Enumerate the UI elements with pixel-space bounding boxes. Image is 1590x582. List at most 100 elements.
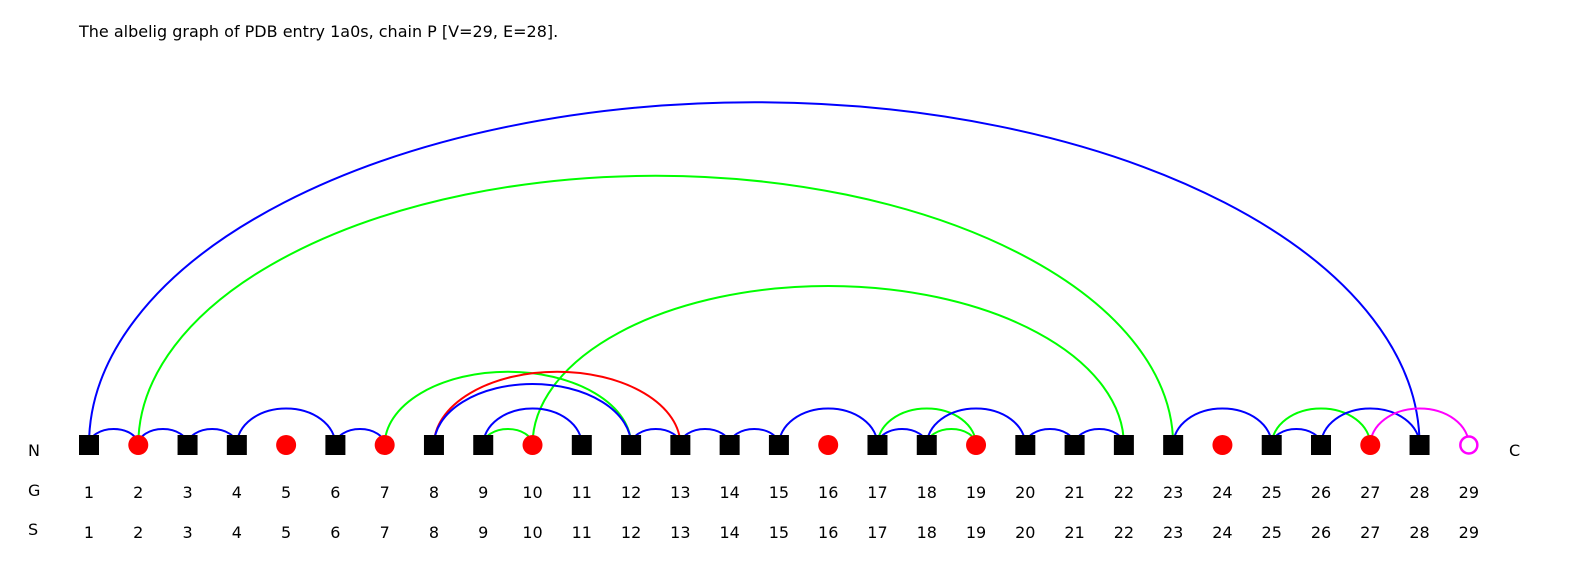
helix-vertex-24: [1212, 435, 1233, 455]
graph-index-label: 23: [1163, 483, 1183, 502]
sequence-index-label: 7: [380, 523, 390, 542]
strand-vertex-11: [571, 435, 592, 455]
strand-vertex-26: [1311, 435, 1331, 455]
edge-17-19: [876, 407, 978, 446]
sequence-index-label: 6: [330, 523, 340, 542]
strand-vertex-1: [79, 435, 99, 455]
helix-vertex-5: [276, 435, 297, 455]
sequence-index-label: 25: [1262, 523, 1282, 542]
helix-vertex-19: [966, 435, 987, 455]
edge-25-27: [1270, 407, 1372, 446]
graph-index-label: 7: [380, 483, 390, 502]
strand-vertex-21: [1064, 435, 1085, 455]
graph-index-label: 12: [621, 483, 641, 502]
sequence-index-label: 28: [1409, 523, 1429, 542]
sequence-index-label: 2: [133, 523, 143, 542]
helix-vertex-16: [818, 435, 839, 455]
labels-layer: N C G S 11223344556677889910101111121213…: [28, 441, 1520, 542]
sequence-index-label: 1: [84, 523, 94, 542]
edge-26-28: [1320, 407, 1421, 446]
graph-index-label: 15: [769, 483, 789, 502]
strand-vertex-22: [1113, 435, 1134, 455]
sequence-index-label: 18: [917, 523, 937, 542]
strand-vertex-8: [423, 435, 444, 455]
helix-vertex-27: [1360, 435, 1381, 455]
graph-index-label: 1: [84, 483, 94, 502]
sequence-index-label: 4: [232, 523, 242, 542]
graph-index-label: 22: [1114, 483, 1134, 502]
edge-2-23: [137, 174, 1175, 446]
graph-index-label: 2: [133, 483, 143, 502]
graph-index-label: 11: [572, 483, 592, 502]
graph-index-label: 26: [1311, 483, 1331, 502]
graph-index-label: 3: [182, 483, 192, 502]
edge-1-28: [88, 101, 1421, 446]
sequence-index-label: 23: [1163, 523, 1183, 542]
graph-index-label: 28: [1409, 483, 1429, 502]
sequence-index-label: 5: [281, 523, 291, 542]
graph-index-label: 29: [1459, 483, 1479, 502]
helix-vertex-2: [128, 435, 149, 455]
edges-layer: [88, 101, 1470, 446]
strand-vertex-20: [1015, 435, 1036, 455]
graph-index-label: 14: [719, 483, 739, 502]
graph-index-label: 13: [670, 483, 690, 502]
graph-index-label: 20: [1015, 483, 1035, 502]
graph-index-label: 25: [1262, 483, 1282, 502]
sequence-index-label: 12: [621, 523, 641, 542]
strand-vertex-23: [1163, 435, 1184, 455]
graph-index-label: 16: [818, 483, 838, 502]
ligand-vertex-29: [1459, 435, 1479, 455]
sequence-index-label: 13: [670, 523, 690, 542]
strand-vertex-25: [1261, 435, 1282, 455]
strand-vertex-17: [867, 435, 888, 455]
edge-8-13: [432, 370, 682, 446]
n-terminus-label: N: [28, 441, 40, 460]
strand-vertex-9: [473, 435, 494, 455]
graph-index-label: 8: [429, 483, 439, 502]
sequence-index-label: 19: [966, 523, 986, 542]
graph-title: The albelig graph of PDB entry 1a0s, cha…: [79, 22, 559, 41]
sequence-index-label: 17: [867, 523, 887, 542]
graph-index-label: 10: [522, 483, 542, 502]
edge-8-12: [432, 383, 633, 446]
sequence-index-label: 21: [1064, 523, 1084, 542]
graph-index-label: 27: [1360, 483, 1380, 502]
strand-vertex-18: [916, 435, 937, 455]
edge-27-29: [1369, 407, 1470, 446]
sequence-index-label: 22: [1114, 523, 1134, 542]
graph-index-label: 9: [478, 483, 488, 502]
sequence-index-label: 14: [719, 523, 739, 542]
sequence-index-label: 26: [1311, 523, 1331, 542]
strand-vertex-14: [719, 435, 740, 455]
sequence-index-label: 15: [769, 523, 789, 542]
edge-18-20: [925, 407, 1027, 446]
strand-vertex-4: [226, 435, 247, 455]
sequence-index-label: 16: [818, 523, 838, 542]
graph-index-label: 6: [330, 483, 340, 502]
graph-index-label: 24: [1212, 483, 1232, 502]
edge-4-6: [235, 407, 337, 446]
edge-9-11: [482, 407, 583, 446]
strand-vertex-28: [1409, 435, 1430, 455]
strand-vertex-3: [177, 435, 198, 455]
graph-index-label: 5: [281, 483, 291, 502]
edge-10-22: [531, 285, 1125, 446]
helix-vertex-10: [522, 435, 543, 455]
c-terminus-label: C: [1509, 441, 1520, 460]
sequence-index-label: 9: [478, 523, 488, 542]
sequence-index-label: 29: [1459, 523, 1479, 542]
graph-index-label: 17: [867, 483, 887, 502]
helix-vertex-7: [374, 435, 395, 455]
sequence-index-label: 27: [1360, 523, 1380, 542]
sequence-index-label: 11: [572, 523, 592, 542]
strand-vertex-6: [325, 435, 346, 455]
vertices-layer: [79, 435, 1479, 455]
strand-vertex-15: [768, 435, 789, 455]
graph-index-label: 18: [917, 483, 937, 502]
sequence-index-label: 24: [1212, 523, 1232, 542]
sequence-index-label: 8: [429, 523, 439, 542]
sequence-index-label: 10: [522, 523, 542, 542]
strand-vertex-13: [670, 435, 691, 455]
